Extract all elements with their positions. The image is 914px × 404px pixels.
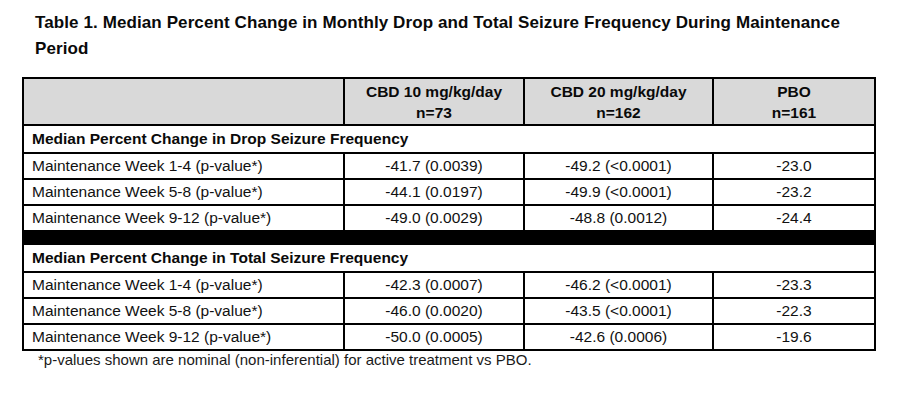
header-cbd20-n: n=162	[531, 102, 706, 123]
table-row-total-week9-12: Maintenance Week 9-12 (p-value*) -50.0 (…	[23, 324, 875, 350]
value-pbo: -19.6	[713, 324, 875, 350]
table-row-drop-week5-8: Maintenance Week 5-8 (p-value*) -44.1 (0…	[23, 179, 875, 205]
table-title-line1: Table 1. Median Percent Change in Monthl…	[35, 13, 840, 32]
value-pbo: -23.2	[713, 179, 875, 205]
table-title: Table 1. Median Percent Change in Monthl…	[35, 10, 901, 62]
section-header-total-seizure: Median Percent Change in Total Seizure F…	[23, 244, 875, 272]
row-label: Maintenance Week 9-12 (p-value*)	[23, 205, 344, 231]
value-cbd20: -49.9 (<0.0001)	[524, 179, 713, 205]
header-cbd20-label: CBD 20 mg/kg/day	[531, 81, 706, 102]
section-divider-bar	[23, 231, 875, 244]
table-row-drop-week1-4: Maintenance Week 1-4 (p-value*) -41.7 (0…	[23, 153, 875, 179]
row-label: Maintenance Week 1-4 (p-value*)	[23, 153, 344, 179]
header-pbo-n: n=161	[720, 102, 868, 123]
value-cbd10: -41.7 (0.0039)	[344, 153, 524, 179]
header-cell-empty	[23, 78, 344, 125]
document-page: Table 1. Median Percent Change in Monthl…	[0, 0, 914, 404]
value-pbo: -23.0	[713, 153, 875, 179]
row-label: Maintenance Week 5-8 (p-value*)	[23, 298, 344, 324]
value-cbd10: -50.0 (0.0005)	[344, 324, 524, 350]
value-pbo: -24.4	[713, 205, 875, 231]
value-cbd20: -48.8 (0.0012)	[524, 205, 713, 231]
header-cbd10-label: CBD 10 mg/kg/day	[351, 81, 517, 102]
table-title-line2: Period	[35, 39, 89, 58]
divider-cell	[23, 231, 875, 244]
section-header-label: Median Percent Change in Total Seizure F…	[23, 244, 875, 272]
footnote: *p-values shown are nominal (non-inferen…	[38, 351, 532, 368]
row-label: Maintenance Week 1-4 (p-value*)	[23, 272, 344, 298]
header-cbd10-n: n=73	[351, 102, 517, 123]
row-label: Maintenance Week 9-12 (p-value*)	[23, 324, 344, 350]
table-row-total-week5-8: Maintenance Week 5-8 (p-value*) -46.0 (0…	[23, 298, 875, 324]
value-cbd20: -46.2 (<0.0001)	[524, 272, 713, 298]
value-cbd20: -49.2 (<0.0001)	[524, 153, 713, 179]
table-row-drop-week9-12: Maintenance Week 9-12 (p-value*) -49.0 (…	[23, 205, 875, 231]
value-cbd20: -43.5 (<0.0001)	[524, 298, 713, 324]
value-cbd20: -42.6 (0.0006)	[524, 324, 713, 350]
header-cell-cbd10: CBD 10 mg/kg/day n=73	[344, 78, 524, 125]
value-pbo: -23.3	[713, 272, 875, 298]
row-label: Maintenance Week 5-8 (p-value*)	[23, 179, 344, 205]
column-header-row: CBD 10 mg/kg/day n=73 CBD 20 mg/kg/day n…	[23, 78, 875, 125]
value-cbd10: -49.0 (0.0029)	[344, 205, 524, 231]
seizure-frequency-table: CBD 10 mg/kg/day n=73 CBD 20 mg/kg/day n…	[22, 77, 876, 351]
header-cell-cbd20: CBD 20 mg/kg/day n=162	[524, 78, 713, 125]
value-pbo: -22.3	[713, 298, 875, 324]
header-pbo-label: PBO	[720, 81, 868, 102]
table-row-total-week1-4: Maintenance Week 1-4 (p-value*) -42.3 (0…	[23, 272, 875, 298]
header-cell-pbo: PBO n=161	[713, 78, 875, 125]
value-cbd10: -44.1 (0.0197)	[344, 179, 524, 205]
value-cbd10: -42.3 (0.0007)	[344, 272, 524, 298]
value-cbd10: -46.0 (0.0020)	[344, 298, 524, 324]
section-header-drop-seizure: Median Percent Change in Drop Seizure Fr…	[23, 125, 875, 153]
section-header-label: Median Percent Change in Drop Seizure Fr…	[23, 125, 875, 153]
